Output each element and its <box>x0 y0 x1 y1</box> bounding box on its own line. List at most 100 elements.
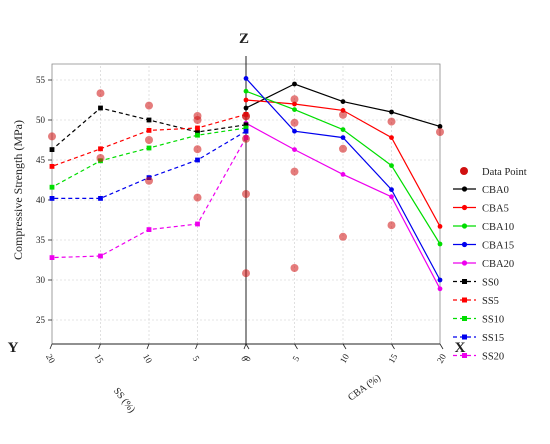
y-tick-label: 15 <box>93 352 106 365</box>
series-point-ss15 <box>49 196 55 201</box>
data-point <box>290 264 299 272</box>
z-axis-letter: Z <box>239 31 249 47</box>
legend-label-cba20: CBA20 <box>482 259 514 270</box>
data-point <box>339 232 347 241</box>
x-tick-label: 5 <box>290 354 301 363</box>
data-point <box>242 190 250 198</box>
series-point-ss20 <box>146 227 152 232</box>
x-tick <box>391 343 395 350</box>
z-tick-label: 55 <box>36 75 46 85</box>
y-tick-label: 10 <box>141 352 154 365</box>
x-tick <box>245 343 250 350</box>
series-point-ss15 <box>98 196 103 201</box>
series-point-cba0 <box>389 109 394 115</box>
legend-marker-ss5 <box>462 297 467 303</box>
data-point <box>387 117 396 126</box>
series-point-ss5 <box>195 125 200 131</box>
legend-marker-cba10 <box>461 223 468 229</box>
data-point <box>145 136 153 144</box>
data-point <box>242 269 250 278</box>
data-point <box>290 95 299 104</box>
series-point-cba5 <box>243 97 249 103</box>
series-point-ss20 <box>195 221 200 227</box>
data-point <box>290 167 299 176</box>
legend-label-cba15: CBA15 <box>482 241 514 252</box>
legend-label-ss20: SS20 <box>482 352 504 363</box>
data-point <box>290 118 299 127</box>
series-point-ss0 <box>243 122 249 128</box>
legend-label-ss10: SS10 <box>482 315 504 326</box>
x-tick <box>342 343 347 350</box>
data-point <box>48 132 56 141</box>
legend-marker-data-point <box>460 167 468 175</box>
series-point-cba15 <box>243 76 249 81</box>
x-tick-label: 15 <box>386 352 399 365</box>
y-tick <box>98 343 101 350</box>
x-tick-label: 20 <box>435 352 448 365</box>
data-point <box>436 128 444 136</box>
x-tick <box>294 343 298 350</box>
data-point <box>339 110 347 119</box>
series-point-ss10 <box>243 125 249 131</box>
series-point-ss10 <box>195 132 200 138</box>
data-point <box>387 221 396 230</box>
series-point-ss10 <box>146 145 152 151</box>
z-tick-label: 50 <box>36 115 46 125</box>
legend-label-data-point: Data Point <box>482 167 527 178</box>
series-point-ss20 <box>98 253 103 259</box>
data-point <box>193 193 202 202</box>
data-point <box>242 134 250 143</box>
y-tick-label: 0 <box>239 354 250 363</box>
series-point-cba0 <box>243 105 249 111</box>
legend-marker-ss15 <box>462 334 467 340</box>
y-tick <box>243 343 247 350</box>
x-axis-letter: X <box>455 340 466 356</box>
series-point-cba20 <box>389 194 394 200</box>
data-point <box>96 154 105 162</box>
legend-marker-ss0 <box>462 279 467 284</box>
legend-label-cba10: CBA10 <box>482 222 514 233</box>
data-point <box>193 145 202 154</box>
z-axis-title: Compressive Strength (MPa) <box>11 120 25 260</box>
data-point <box>145 101 153 110</box>
y-tick-label: 20 <box>44 352 57 365</box>
y-tick <box>195 343 198 350</box>
z-tick-label: 40 <box>36 195 46 205</box>
legend-label-ss5: SS5 <box>482 296 499 307</box>
series-point-cba10 <box>340 127 346 132</box>
series-point-cba20 <box>437 286 443 292</box>
series-point-ss10 <box>49 184 55 190</box>
series-point-cba0 <box>292 81 297 87</box>
legend-marker-cba5 <box>461 204 468 211</box>
series-point-cba5 <box>389 135 394 141</box>
series-point-cba20 <box>292 147 297 153</box>
series-point-ss5 <box>146 128 152 133</box>
legend-label-ss0: SS0 <box>482 278 499 289</box>
data-point <box>242 112 250 120</box>
y-tick <box>146 343 150 350</box>
series-point-ss0 <box>98 105 103 111</box>
legend-marker-cba0 <box>461 186 468 192</box>
series-point-cba10 <box>437 241 443 247</box>
data-point <box>339 144 347 153</box>
legend-marker-ss10 <box>462 316 467 321</box>
series-point-ss5 <box>98 146 103 152</box>
z-tick-label: 35 <box>36 235 46 245</box>
legend-marker-cba15 <box>461 241 468 248</box>
y-axis-letter: Y <box>8 340 19 356</box>
series-point-ss15 <box>243 128 249 134</box>
series-point-ss0 <box>49 147 55 152</box>
z-tick-label: 25 <box>36 315 46 325</box>
x-tick-label: 10 <box>338 352 351 365</box>
data-point <box>193 116 202 124</box>
series-point-ss0 <box>146 117 152 123</box>
series-point-cba20 <box>340 172 346 177</box>
legend-marker-ss20 <box>462 353 467 358</box>
z-tick-label: 45 <box>36 155 46 165</box>
series-point-cba0 <box>437 124 443 129</box>
series-point-cba15 <box>340 135 346 141</box>
legend: Data Point CBA0 CBA5 CBA10 CBA15 CBA20 SS0 SS5… <box>453 167 527 363</box>
series-point-ss20 <box>49 255 55 260</box>
series-point-cba15 <box>437 277 443 283</box>
